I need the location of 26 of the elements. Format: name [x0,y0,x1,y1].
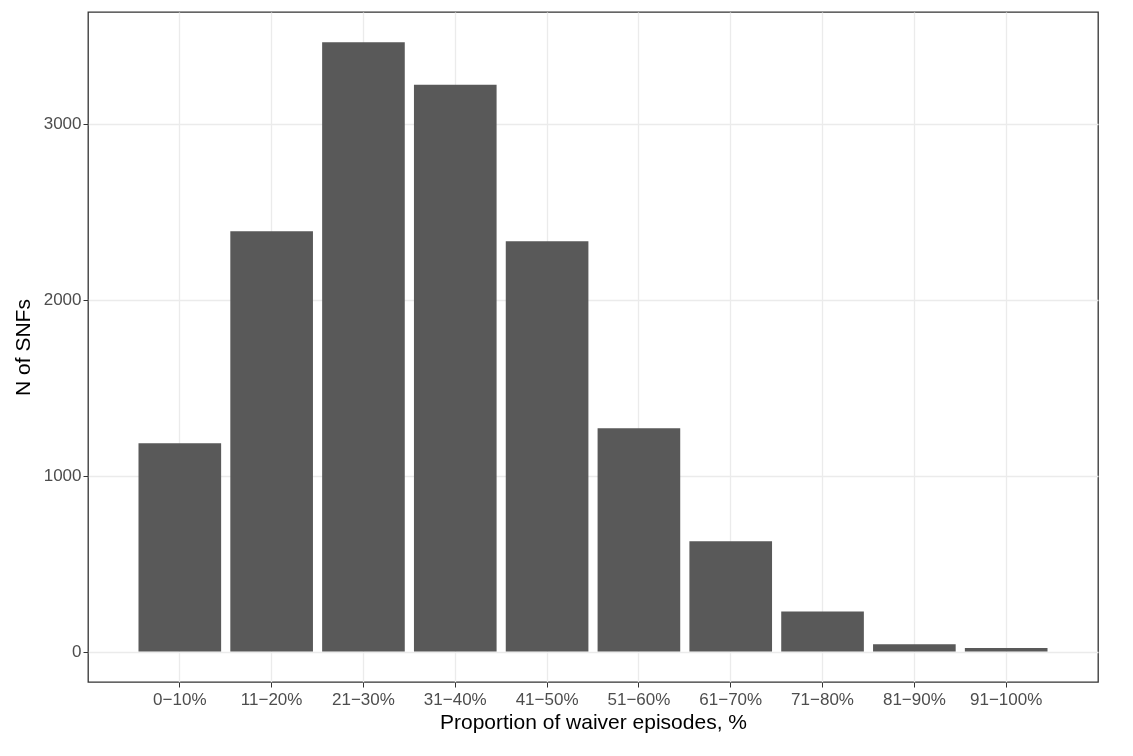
bar [873,644,956,652]
bar [781,611,864,652]
bar [138,443,222,652]
x-tick-label: 51−60% [607,689,671,709]
x-axis-title: Proportion of waiver episodes, % [440,709,747,733]
y-tick-label: 2000 [43,290,82,310]
bar [597,428,681,652]
y-tick-label: 3000 [43,114,82,134]
x-tick-label: 91−100% [970,689,1043,709]
bar [322,42,405,652]
bar [413,84,497,652]
x-tick-label: 81−90% [882,689,946,709]
bar [230,231,313,652]
bar [964,648,1048,652]
x-tick-label: 31−40% [423,689,487,709]
x-tick-label: 61−70% [699,689,763,709]
bar [689,541,773,652]
x-tick-label: 11−20% [240,689,303,709]
y-axis-title: N of SNFs [10,299,34,396]
x-tick-label: 21−30% [332,689,395,709]
x-tick-label: 71−80% [791,689,854,709]
bar [505,241,589,652]
y-tick-label: 0 [72,642,82,662]
x-tick-label: 41−50% [515,689,579,709]
x-tick-label: 0−10% [153,689,207,709]
y-tick-label: 1000 [43,466,82,486]
